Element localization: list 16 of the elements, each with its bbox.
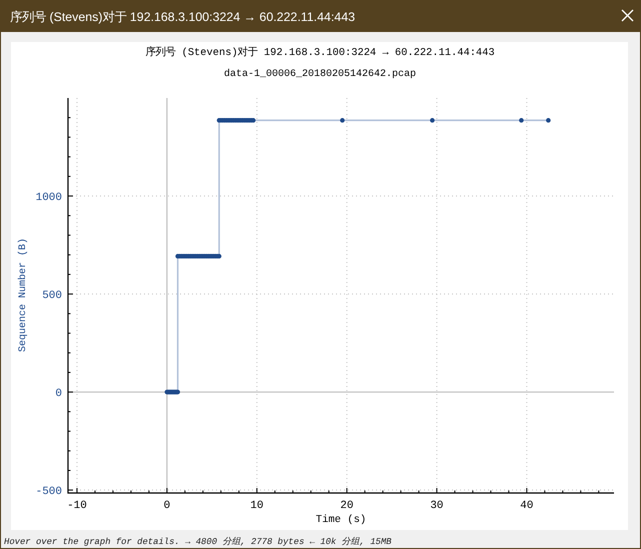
x-tick-label: 30 <box>430 500 444 512</box>
annotation: Hover over the graph for details. → 4800 分组, 2778 bytes ← 10k 分组, 15MB <box>4 537 392 547</box>
x-tick-label: 10 <box>250 500 264 512</box>
y-axis-title: Sequence Number (B) <box>18 238 29 352</box>
x-tick-label: -10 <box>67 500 87 512</box>
window-title: 序列号 (Stevens)对于 192.168.3.100:3224 → 60.222.11.44:443 <box>10 10 355 24</box>
subtitle: data-1_00006_20180205142642.pcap <box>224 69 416 80</box>
x-axis-title: Time (s) <box>316 514 366 526</box>
x-tick-label: 20 <box>340 500 354 512</box>
y-tick-label: 0 <box>55 388 62 400</box>
x-tick-label: 40 <box>520 500 534 512</box>
y-tick-label: -500 <box>36 486 62 498</box>
title: 序列号 (Stevens)对于 192.168.3.100:3224 → 60.222.11.44:443 <box>145 47 495 59</box>
y-tick-label: 1000 <box>36 192 62 204</box>
x-tick-label: 0 <box>164 500 170 512</box>
y-tick-label: 500 <box>42 290 62 302</box>
